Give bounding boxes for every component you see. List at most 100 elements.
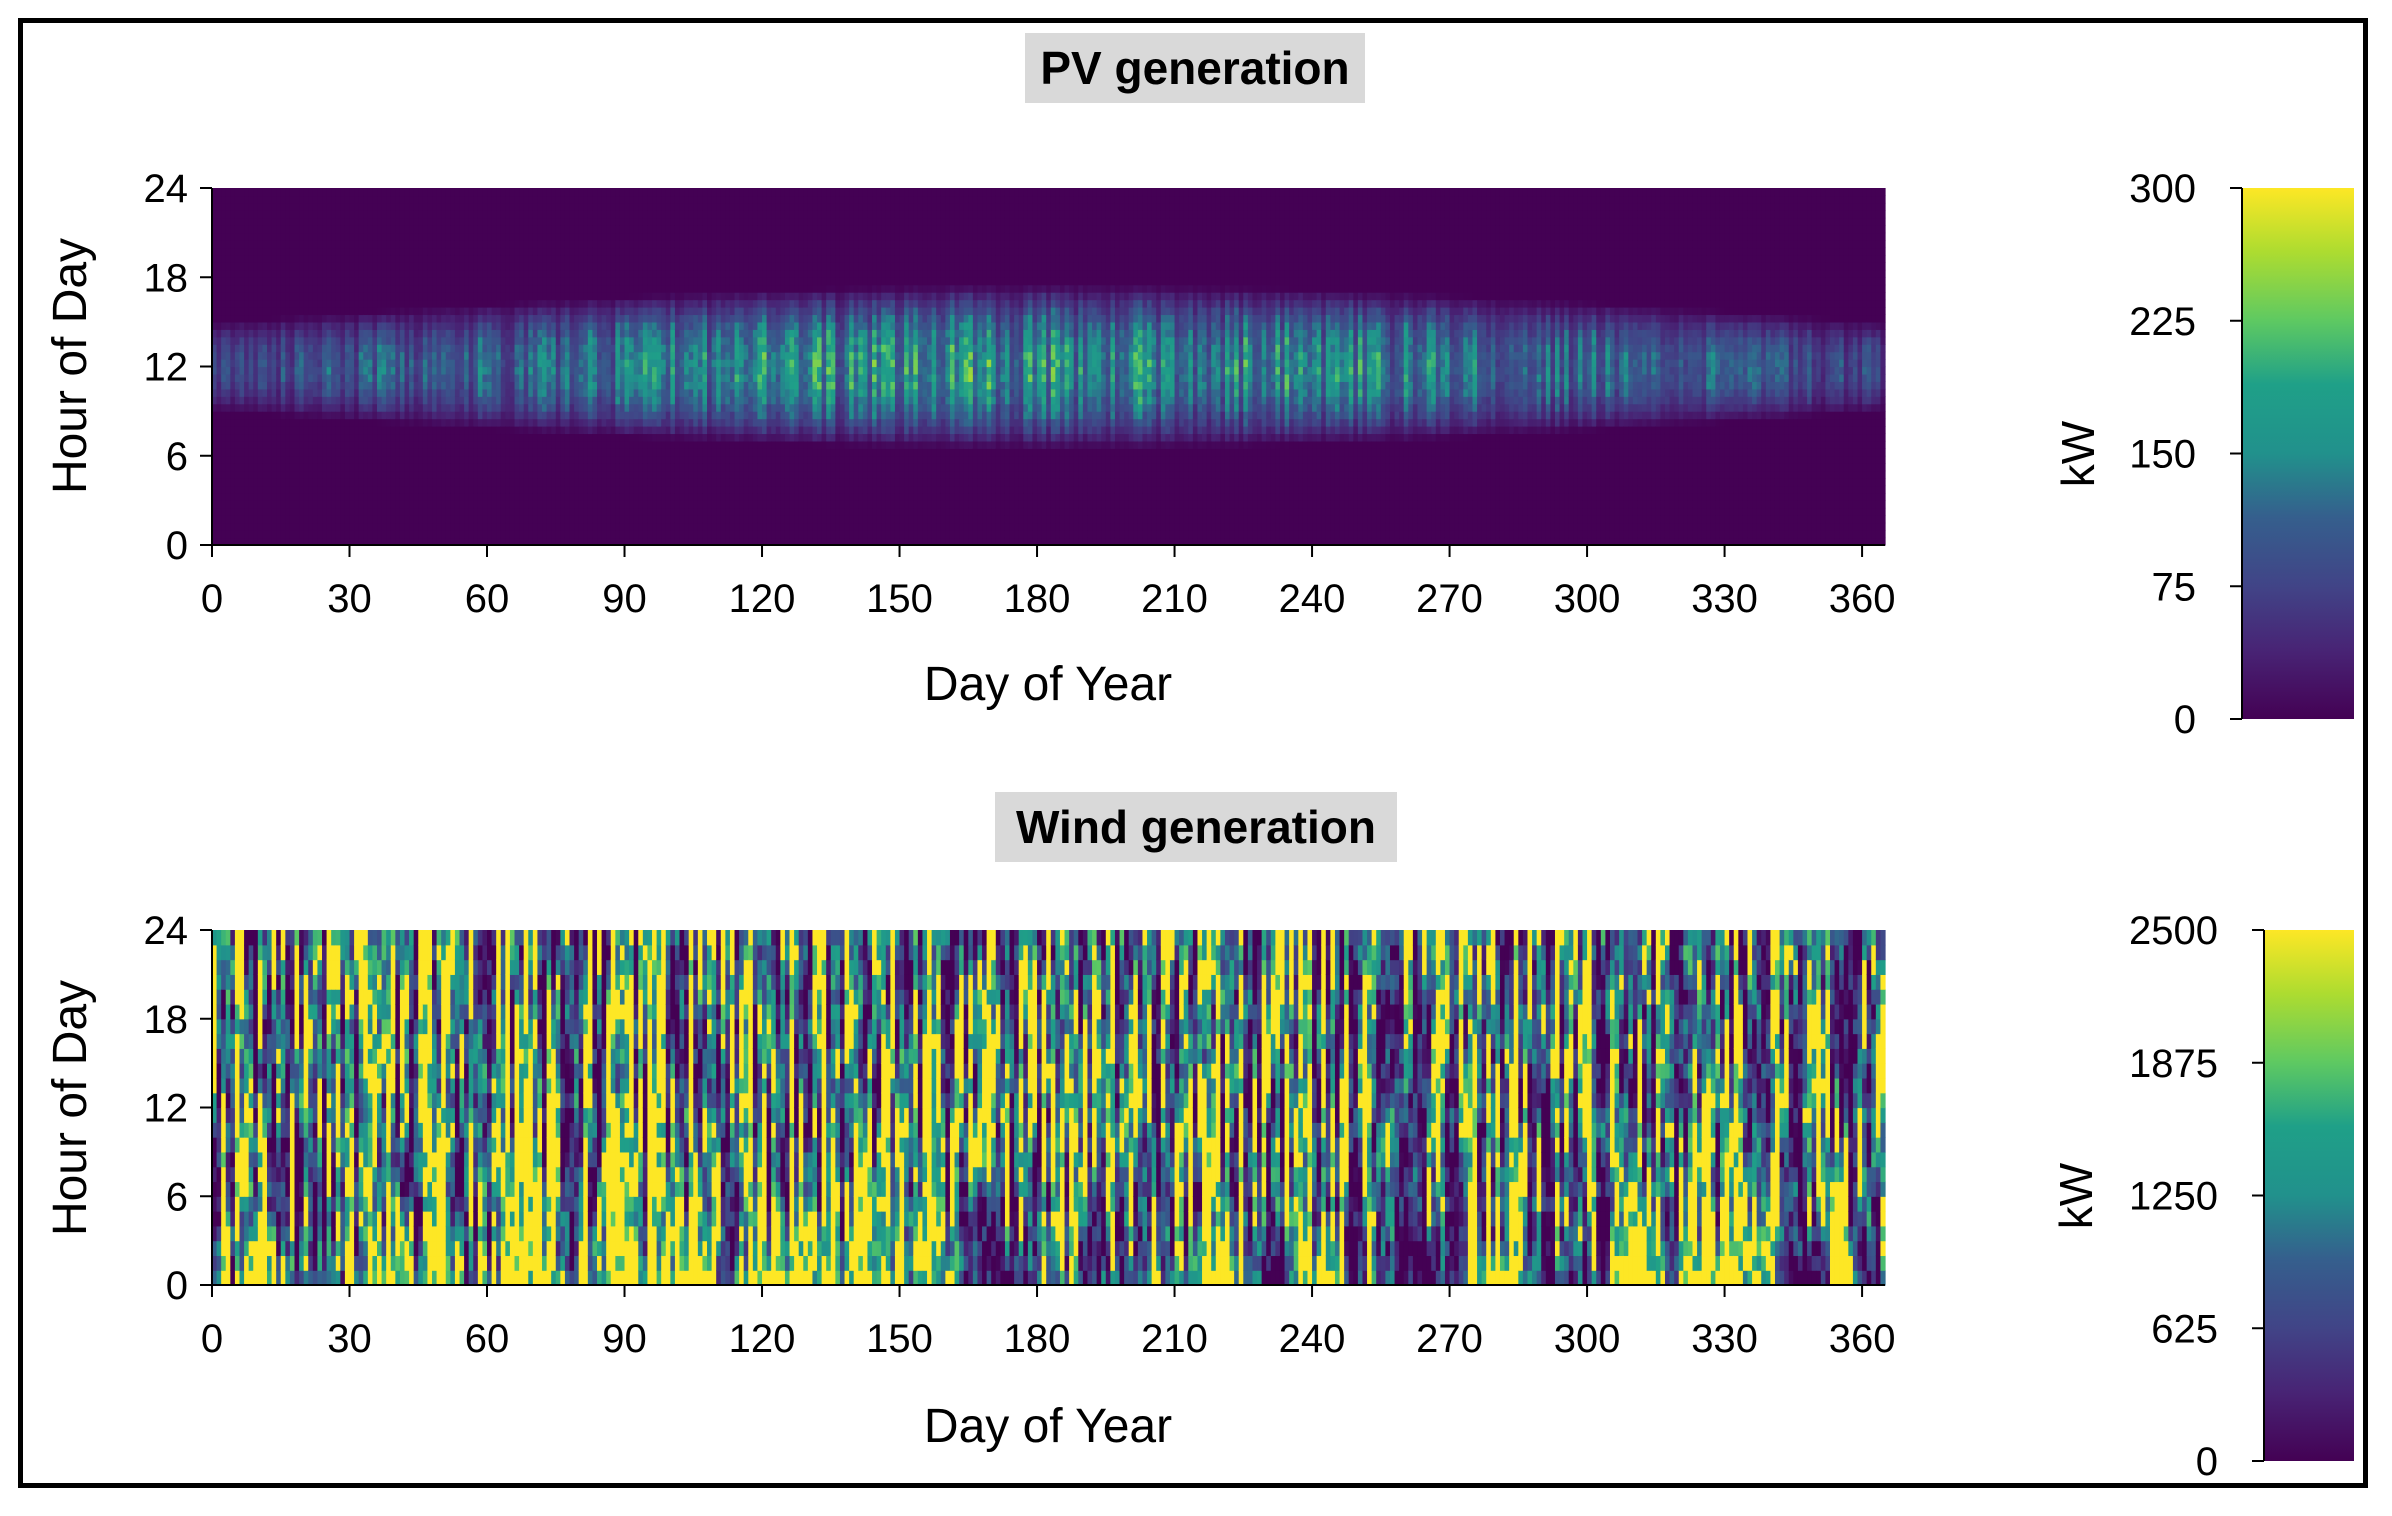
pv-cell bbox=[285, 329, 291, 338]
pv-cell bbox=[239, 351, 245, 360]
pv-cell bbox=[395, 470, 401, 479]
pv-cell bbox=[592, 321, 598, 330]
pv-cell bbox=[601, 455, 607, 464]
pv-cell bbox=[578, 433, 584, 442]
pv-cell bbox=[418, 329, 424, 338]
pv-cell bbox=[473, 314, 479, 323]
pv-cell bbox=[322, 202, 328, 211]
pv-cell bbox=[551, 321, 557, 330]
pv-cell bbox=[395, 277, 401, 286]
pv-cell bbox=[542, 411, 548, 420]
pv-cell bbox=[285, 195, 291, 204]
pv-cell bbox=[684, 507, 690, 516]
pv-cell bbox=[413, 277, 419, 286]
pv-cell bbox=[464, 262, 470, 271]
pv-cell bbox=[308, 292, 314, 301]
pv-cell bbox=[312, 254, 319, 263]
pv-cell bbox=[257, 240, 264, 249]
pv-cell bbox=[674, 418, 681, 427]
pv-cell bbox=[674, 515, 681, 524]
pv-cell bbox=[354, 284, 360, 293]
pv-cell bbox=[427, 478, 433, 487]
pv-cell bbox=[523, 381, 529, 390]
pv-cell bbox=[367, 463, 374, 472]
pv-cell bbox=[519, 188, 525, 197]
pv-cell bbox=[684, 418, 690, 427]
pv-cell bbox=[629, 344, 635, 353]
pv-cell bbox=[574, 359, 580, 368]
pv-cell bbox=[551, 366, 557, 375]
pv-cell bbox=[331, 277, 337, 286]
pv-cell bbox=[234, 217, 241, 226]
pv-cell bbox=[473, 373, 479, 382]
pv-cell bbox=[422, 202, 429, 211]
pv-cell bbox=[542, 522, 548, 531]
pv-cell bbox=[491, 478, 497, 487]
pv-cell bbox=[528, 403, 534, 412]
pv-cell bbox=[418, 217, 424, 226]
pv-cell bbox=[399, 418, 406, 427]
pv-cell bbox=[615, 254, 621, 263]
pv-cell bbox=[564, 373, 571, 382]
pv-cell bbox=[413, 455, 419, 464]
pv-cell bbox=[289, 210, 296, 219]
pv-cell bbox=[546, 188, 552, 197]
pv-cell bbox=[399, 232, 406, 241]
pv-cell bbox=[615, 269, 621, 278]
pv-cell bbox=[308, 269, 314, 278]
pv-cell bbox=[294, 455, 300, 464]
pv-cell bbox=[523, 418, 529, 427]
pv-cell bbox=[363, 418, 369, 427]
pv-cell bbox=[574, 366, 580, 375]
pv-cell bbox=[267, 485, 273, 494]
pv-cell bbox=[212, 507, 218, 516]
pv-cell bbox=[601, 254, 607, 263]
pv-cell bbox=[289, 530, 296, 539]
pv-cell bbox=[491, 366, 497, 375]
pv-cell bbox=[459, 418, 465, 427]
pv-cell bbox=[390, 433, 396, 442]
pv-cell bbox=[303, 202, 309, 211]
pv-cell bbox=[647, 202, 653, 211]
pv-cell bbox=[299, 202, 305, 211]
pv-cell bbox=[308, 366, 314, 375]
pv-cell bbox=[308, 470, 314, 479]
pv-cell bbox=[381, 373, 387, 382]
pv-cell bbox=[395, 247, 401, 256]
pv-cell bbox=[679, 522, 685, 531]
pv-cell bbox=[491, 247, 497, 256]
pv-cell bbox=[294, 500, 300, 509]
pv-cell bbox=[450, 515, 456, 524]
pv-cell bbox=[459, 321, 465, 330]
pv-cell bbox=[422, 210, 429, 219]
pv-cell bbox=[317, 403, 323, 412]
pv-cell bbox=[294, 307, 300, 316]
pv-cell bbox=[509, 336, 516, 345]
pv-cell bbox=[248, 225, 254, 234]
pv-cell bbox=[606, 314, 612, 323]
pv-cell bbox=[386, 247, 392, 256]
pv-cell bbox=[569, 307, 575, 316]
pv-cell bbox=[441, 210, 447, 219]
pv-cell bbox=[340, 232, 346, 241]
pv-cell bbox=[496, 507, 502, 516]
pv-cell bbox=[312, 492, 319, 501]
pv-cell bbox=[358, 426, 364, 435]
pv-cell bbox=[597, 351, 603, 360]
pv-cell bbox=[528, 262, 534, 271]
pv-cell bbox=[335, 359, 341, 368]
pv-cell bbox=[555, 314, 561, 323]
pv-cell bbox=[354, 381, 360, 390]
pv-cell bbox=[684, 299, 690, 308]
pv-cell bbox=[413, 247, 419, 256]
pv-cell bbox=[344, 314, 351, 323]
pv-cell bbox=[688, 530, 694, 539]
pv-cell bbox=[445, 515, 451, 524]
pv-cell bbox=[601, 522, 607, 531]
pv-cell bbox=[656, 351, 662, 360]
pv-cell bbox=[322, 522, 328, 531]
pv-cell bbox=[280, 530, 286, 539]
pv-cell bbox=[413, 225, 419, 234]
pv-cell bbox=[578, 217, 584, 226]
pv-cell bbox=[276, 240, 282, 249]
